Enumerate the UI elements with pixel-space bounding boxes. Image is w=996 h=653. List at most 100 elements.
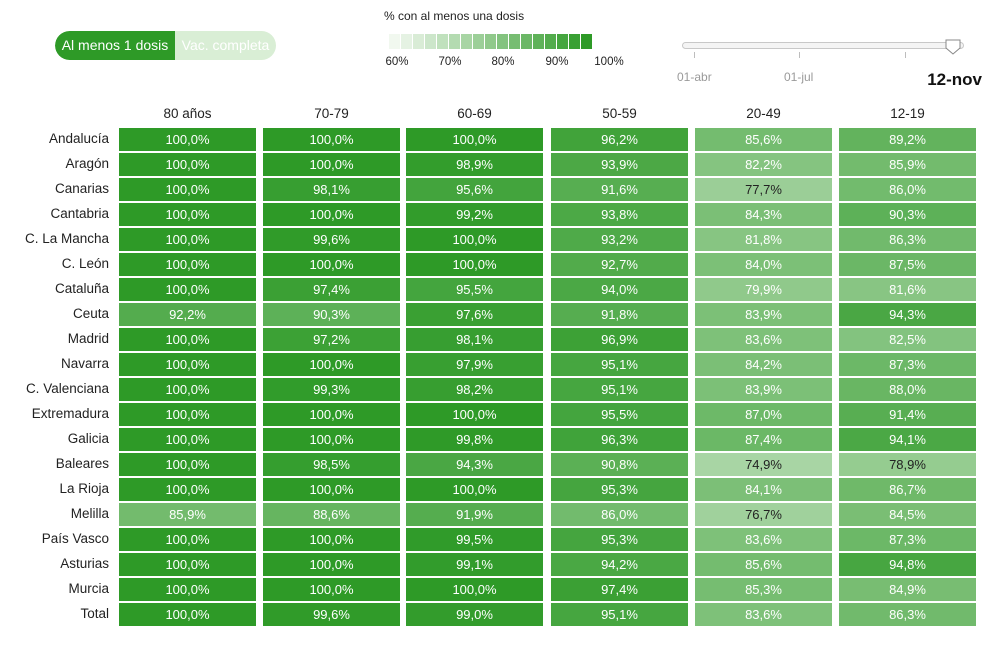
heatmap-cell: 95,1%	[551, 353, 688, 376]
heatmap-cell: 77,7%	[695, 178, 832, 201]
heatmap-cell: 100,0%	[119, 578, 256, 601]
heatmap-cell: 100,0%	[263, 478, 400, 501]
heatmap-cell: 79,9%	[695, 278, 832, 301]
row-label: Melilla	[70, 506, 109, 521]
legend-tick: 100%	[594, 56, 624, 68]
heatmap-cell: 85,9%	[119, 503, 256, 526]
heatmap-cell: 83,6%	[695, 528, 832, 551]
date-slider-handle[interactable]	[945, 39, 962, 55]
heatmap-cell: 100,0%	[263, 403, 400, 426]
heatmap-cell: 84,9%	[839, 578, 976, 601]
heatmap-cell: 100,0%	[119, 253, 256, 276]
heatmap-cell: 87,3%	[839, 353, 976, 376]
heatmap-cell: 100,0%	[263, 203, 400, 226]
toggle-full-vaccination[interactable]: Vac. completa	[181, 37, 270, 53]
heatmap-cell: 92,7%	[551, 253, 688, 276]
column-header: 70-79	[314, 106, 349, 121]
heatmap-cell: 96,3%	[551, 428, 688, 451]
heatmap-cell: 88,6%	[263, 503, 400, 526]
legend-swatch	[485, 34, 496, 49]
legend-tick: 70%	[438, 56, 462, 68]
heatmap-cell: 100,0%	[119, 378, 256, 401]
heatmap-cell: 86,0%	[551, 503, 688, 526]
column-header: 12-19	[890, 106, 925, 121]
heatmap-cell: 95,5%	[551, 403, 688, 426]
row-label: Ceuta	[72, 306, 109, 321]
legend-tick: 60%	[385, 56, 409, 68]
heatmap-cell: 100,0%	[406, 253, 543, 276]
heatmap-cell: 96,9%	[551, 328, 688, 351]
heatmap-cell: 100,0%	[119, 128, 256, 151]
heatmap-cell: 99,8%	[406, 428, 543, 451]
heatmap-cell: 99,0%	[406, 603, 543, 626]
heatmap-cell: 84,0%	[695, 253, 832, 276]
row-label: Extremadura	[31, 406, 109, 421]
toggle-one-dose[interactable]: Al menos 1 dosis	[55, 31, 175, 60]
row-label: La Rioja	[59, 481, 109, 496]
legend-swatch	[425, 34, 436, 49]
heatmap-cell: 94,3%	[839, 303, 976, 326]
heatmap-cell: 98,2%	[406, 378, 543, 401]
heatmap-cell: 100,0%	[263, 428, 400, 451]
heatmap-cell: 100,0%	[263, 578, 400, 601]
heatmap-cell: 100,0%	[119, 478, 256, 501]
current-date: 12-nov	[927, 70, 982, 89]
heatmap-cell: 95,5%	[406, 278, 543, 301]
heatmap-cell: 91,8%	[551, 303, 688, 326]
heatmap-cell: 78,9%	[839, 453, 976, 476]
heatmap-cell: 100,0%	[406, 228, 543, 251]
column-header: 80 años	[163, 106, 212, 121]
row-label: Madrid	[67, 331, 109, 346]
heatmap-cell: 82,2%	[695, 153, 832, 176]
column-header: 50-59	[602, 106, 637, 121]
heatmap-cell: 87,0%	[695, 403, 832, 426]
heatmap-cell: 94,3%	[406, 453, 543, 476]
column-header: 20-49	[746, 106, 781, 121]
heatmap-cell: 94,1%	[839, 428, 976, 451]
row-label: Asturias	[60, 556, 109, 571]
heatmap-cell: 100,0%	[119, 328, 256, 351]
heatmap-cell: 86,0%	[839, 178, 976, 201]
heatmap-cell: 100,0%	[119, 278, 256, 301]
heatmap-cell: 81,6%	[839, 278, 976, 301]
legend-swatch	[389, 34, 400, 49]
row-label: Murcia	[68, 581, 109, 596]
heatmap-cell: 90,3%	[839, 203, 976, 226]
dose-toggle[interactable]: Al menos 1 dosis Vac. completa	[55, 31, 276, 60]
legend-swatch	[533, 34, 544, 49]
heatmap-cell: 85,9%	[839, 153, 976, 176]
legend-swatch	[401, 34, 412, 49]
row-label: País Vasco	[41, 531, 109, 546]
legend-swatch	[473, 34, 484, 49]
heatmap-cell: 89,2%	[839, 128, 976, 151]
heatmap-cell: 97,2%	[263, 328, 400, 351]
heatmap-cell: 93,2%	[551, 228, 688, 251]
heatmap-cell: 99,3%	[263, 378, 400, 401]
heatmap-cell: 98,1%	[406, 328, 543, 351]
legend-swatch	[545, 34, 556, 49]
heatmap-cell: 83,6%	[695, 603, 832, 626]
heatmap-cell: 82,5%	[839, 328, 976, 351]
heatmap-cell: 100,0%	[119, 428, 256, 451]
heatmap-cell: 81,8%	[695, 228, 832, 251]
heatmap-cell: 95,6%	[406, 178, 543, 201]
legend-tick: 90%	[545, 56, 569, 68]
row-label: Cantabria	[50, 206, 109, 221]
legend-swatch	[461, 34, 472, 49]
legend-swatch	[557, 34, 568, 49]
heatmap-cell: 100,0%	[119, 228, 256, 251]
heatmap-cell: 84,3%	[695, 203, 832, 226]
heatmap-cell: 91,6%	[551, 178, 688, 201]
slider-label-april: 01-abr	[677, 70, 712, 84]
heatmap-cell: 87,5%	[839, 253, 976, 276]
legend-ticks: 60% 70% 80% 90% 100%	[372, 56, 623, 70]
heatmap-cell: 85,6%	[695, 553, 832, 576]
heatmap-cell: 85,6%	[695, 128, 832, 151]
legend-swatch	[509, 34, 520, 49]
heatmap-cell: 94,2%	[551, 553, 688, 576]
row-label: Andalucía	[48, 131, 109, 146]
date-slider-track[interactable]	[682, 42, 964, 49]
column-header: 60-69	[457, 106, 492, 121]
heatmap-cell: 100,0%	[119, 553, 256, 576]
legend-title: % con al menos una dosis	[384, 9, 525, 23]
